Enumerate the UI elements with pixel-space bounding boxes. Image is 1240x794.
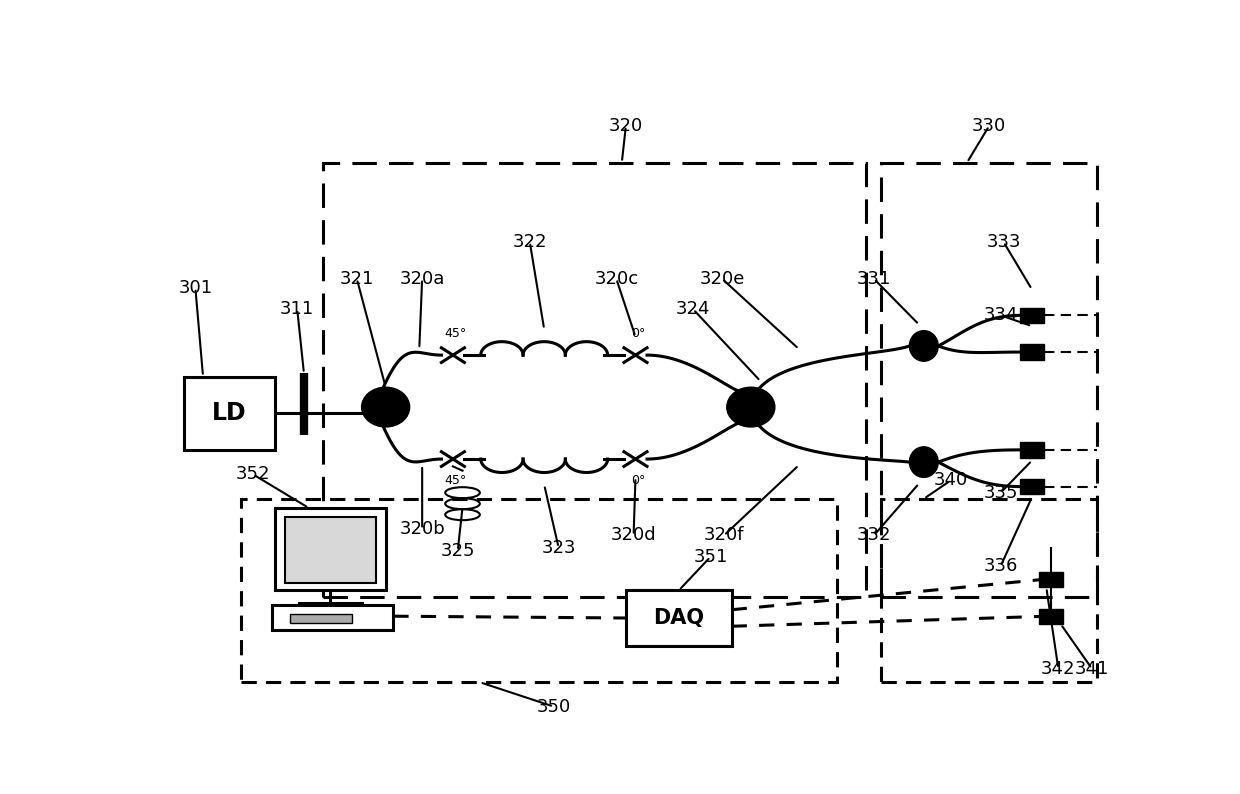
FancyBboxPatch shape [275, 508, 386, 591]
Text: 331: 331 [857, 270, 892, 287]
Text: DAQ: DAQ [653, 608, 704, 628]
Text: 320d: 320d [611, 526, 656, 545]
FancyBboxPatch shape [1019, 479, 1044, 494]
Text: 321: 321 [340, 270, 374, 287]
Text: 323: 323 [542, 538, 575, 557]
Text: 0°: 0° [631, 327, 646, 340]
Text: 325: 325 [440, 542, 475, 560]
Text: 332: 332 [857, 526, 892, 545]
Text: 336: 336 [983, 557, 1018, 575]
Text: 45°: 45° [445, 327, 467, 340]
FancyBboxPatch shape [289, 615, 352, 623]
Text: 320a: 320a [399, 270, 445, 287]
Text: 320e: 320e [699, 270, 745, 287]
Text: 342: 342 [1042, 660, 1075, 678]
Text: 311: 311 [280, 300, 315, 318]
Text: 341: 341 [1075, 660, 1109, 678]
FancyBboxPatch shape [1019, 308, 1044, 323]
FancyBboxPatch shape [1039, 572, 1063, 588]
Text: 335: 335 [983, 484, 1018, 502]
Text: 351: 351 [693, 548, 728, 566]
Ellipse shape [362, 387, 409, 427]
Text: 333: 333 [986, 233, 1021, 251]
FancyBboxPatch shape [285, 517, 376, 583]
Text: 320b: 320b [399, 520, 445, 538]
Text: 352: 352 [236, 465, 270, 484]
Ellipse shape [909, 447, 939, 477]
Text: 301: 301 [179, 279, 212, 297]
FancyBboxPatch shape [1039, 609, 1063, 624]
Text: 320: 320 [609, 117, 644, 135]
Ellipse shape [727, 387, 775, 427]
Ellipse shape [909, 330, 939, 361]
FancyBboxPatch shape [184, 376, 275, 450]
Text: 322: 322 [512, 233, 547, 251]
FancyBboxPatch shape [1019, 345, 1044, 360]
Text: LD: LD [212, 401, 247, 426]
FancyBboxPatch shape [1019, 442, 1044, 457]
Text: 45°: 45° [445, 474, 467, 488]
Text: 340: 340 [934, 472, 968, 489]
FancyBboxPatch shape [273, 604, 393, 630]
Text: 350: 350 [537, 698, 570, 715]
Text: 330: 330 [972, 117, 1007, 135]
Text: 0°: 0° [631, 474, 646, 488]
Text: 334: 334 [983, 306, 1018, 325]
FancyBboxPatch shape [626, 591, 732, 646]
Text: 320c: 320c [594, 270, 639, 287]
Text: 324: 324 [676, 300, 711, 318]
Text: 320f: 320f [703, 526, 744, 545]
